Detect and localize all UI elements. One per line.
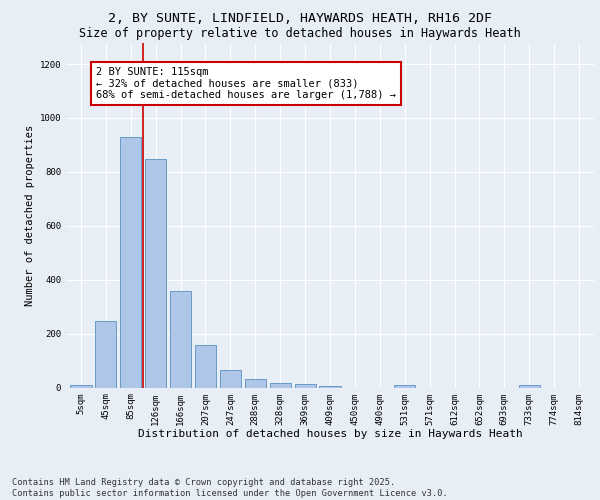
Bar xyxy=(170,291,191,388)
Text: Contains HM Land Registry data © Crown copyright and database right 2025.
Contai: Contains HM Land Registry data © Crown c… xyxy=(12,478,448,498)
Bar xyxy=(220,370,241,388)
Bar xyxy=(269,384,291,388)
Bar xyxy=(295,384,316,388)
Text: 2 BY SUNTE: 115sqm
← 32% of detached houses are smaller (833)
68% of semi-detach: 2 BY SUNTE: 115sqm ← 32% of detached hou… xyxy=(96,67,396,100)
Text: 2, BY SUNTE, LINDFIELD, HAYWARDS HEATH, RH16 2DF: 2, BY SUNTE, LINDFIELD, HAYWARDS HEATH, … xyxy=(108,12,492,26)
Text: Size of property relative to detached houses in Haywards Heath: Size of property relative to detached ho… xyxy=(79,28,521,40)
Bar xyxy=(195,345,216,388)
Y-axis label: Number of detached properties: Number of detached properties xyxy=(25,124,35,306)
Bar xyxy=(120,137,142,388)
Bar xyxy=(245,380,266,388)
Bar xyxy=(70,386,92,388)
Bar xyxy=(394,385,415,388)
Bar xyxy=(518,386,540,388)
Bar xyxy=(319,386,341,388)
Bar xyxy=(95,320,116,388)
X-axis label: Distribution of detached houses by size in Haywards Heath: Distribution of detached houses by size … xyxy=(137,429,523,439)
Bar xyxy=(145,159,166,388)
